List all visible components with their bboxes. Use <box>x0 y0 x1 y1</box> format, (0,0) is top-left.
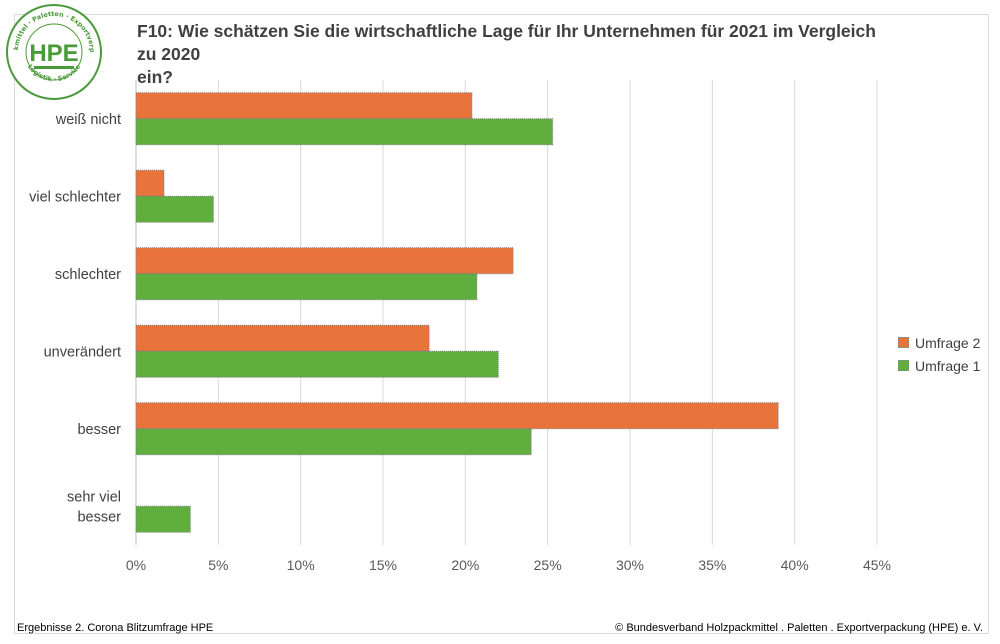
bar-umfrage-1 <box>135 505 191 533</box>
category-label: sehr viel <box>67 489 121 505</box>
x-tick-label: 15% <box>369 557 397 573</box>
hpe-logo: Holzpackmittel · Paletten · Exportverpac… <box>4 2 102 100</box>
x-tick-label: 20% <box>451 557 479 573</box>
category-label: besser <box>77 509 121 525</box>
legend-item-umfrage-2: Umfrage 2 <box>898 331 980 354</box>
category-label: schlechter <box>55 267 121 283</box>
legend-swatch-umfrage-2 <box>898 337 909 348</box>
bar-umfrage-2 <box>135 324 430 352</box>
bar-umfrage-1 <box>135 428 532 456</box>
chart-title-line-2: ein? <box>137 67 173 87</box>
bar-umfrage-2 <box>135 402 779 430</box>
chart-title-line-1: F10: Wie schätzen Sie die wirtschaftlich… <box>137 21 876 64</box>
x-tick-label: 25% <box>534 557 562 573</box>
legend-swatch-umfrage-1 <box>898 360 909 371</box>
x-tick-label: 30% <box>616 557 644 573</box>
bar-umfrage-2 <box>135 92 473 120</box>
logo-text: HPE <box>29 40 78 67</box>
bar-umfrage-1 <box>135 350 499 378</box>
pallet-icon <box>34 66 74 69</box>
category-label: weiß nicht <box>55 112 121 128</box>
bar-umfrage-2 <box>135 247 514 275</box>
bar-umfrage-2 <box>135 169 165 197</box>
footer-source: Ergebnisse 2. Corona Blitzumfrage HPE <box>17 622 214 634</box>
legend-label-umfrage-1: Umfrage 1 <box>915 357 981 374</box>
x-tick-label: 40% <box>781 557 809 573</box>
bar-umfrage-1 <box>135 195 214 223</box>
x-tick-label: 45% <box>863 557 891 573</box>
x-tick-label: 35% <box>698 557 726 573</box>
legend: Umfrage 2 Umfrage 1 <box>898 331 980 377</box>
category-label: viel schlechter <box>29 189 121 205</box>
bar-umfrage-1 <box>135 273 478 301</box>
chart-title: F10: Wie schätzen Sie die wirtschaftlich… <box>137 20 897 89</box>
x-tick-label: 10% <box>287 557 315 573</box>
category-label: besser <box>77 422 121 438</box>
x-tick-label: 5% <box>208 557 228 573</box>
bar-umfrage-1 <box>135 118 554 146</box>
x-tick-label: 0% <box>126 557 146 573</box>
category-label: unverändert <box>44 344 121 360</box>
legend-label-umfrage-2: Umfrage 2 <box>915 334 981 351</box>
footer-copyright: © Bundesverband Holzpackmittel . Palette… <box>615 622 983 634</box>
legend-item-umfrage-1: Umfrage 1 <box>898 354 980 377</box>
